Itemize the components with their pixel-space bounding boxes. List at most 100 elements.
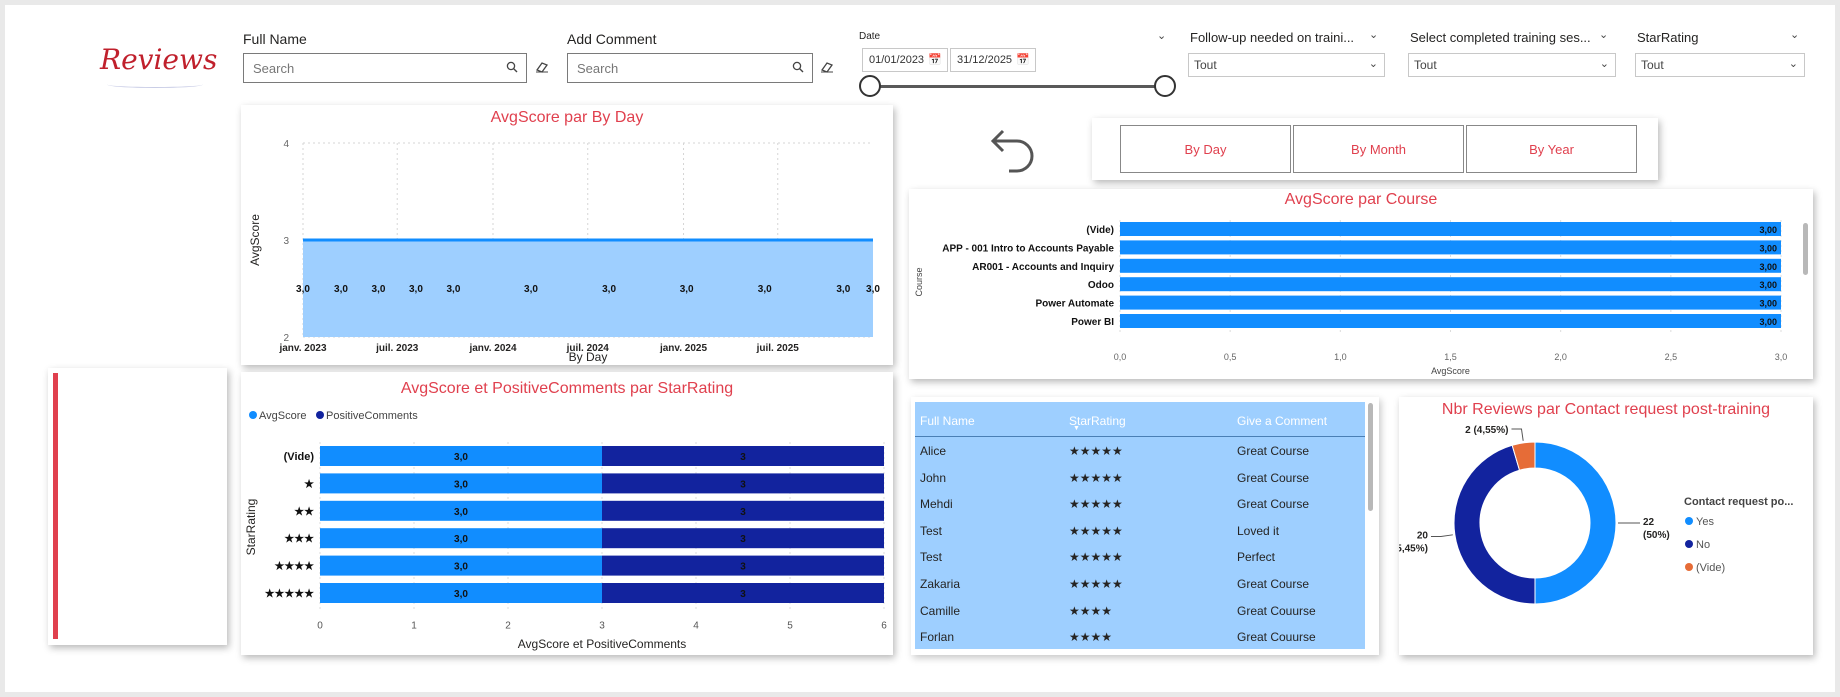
x-tick-label: 3 (599, 620, 605, 631)
by-month-button[interactable]: By Month (1293, 125, 1464, 173)
table-cell: Forlan (920, 630, 955, 645)
completed-session-dropdown[interactable]: Tout ⌄ (1408, 53, 1616, 77)
category-label: APP - 001 Intro to Accounts Payable (942, 243, 1114, 254)
logo-underline (107, 81, 203, 88)
data-label: 3,0 (454, 452, 468, 463)
y-axis-title: AvgScore (248, 214, 262, 266)
x-tick-label: 2,5 (1665, 352, 1678, 362)
data-label: 3,0 (454, 589, 468, 600)
by-day-button[interactable]: By Day (1120, 125, 1291, 173)
slider-handle-end[interactable] (1154, 75, 1176, 97)
avgscore-by-course-visual[interactable]: AvgScore par Course 0,0 0,5 1,0 1,5 2,0 2,5 3,… (909, 189, 1813, 379)
date-start-input[interactable]: 01/01/2023 📅 (862, 48, 948, 72)
legend-label: No (1696, 539, 1710, 551)
add-comment-search-input[interactable]: Search (567, 53, 813, 83)
x-axis-title: AvgScore (1431, 366, 1470, 376)
data-label: 3,00 (1759, 317, 1777, 327)
chevron-down-icon[interactable]: ⌄ (1157, 30, 1167, 42)
bar (1120, 277, 1781, 292)
table-row[interactable]: Test ★★★★★ Perfect (915, 544, 1353, 570)
eraser-icon[interactable] (535, 60, 549, 78)
data-label: 3 (740, 534, 746, 545)
data-label: 3 (740, 479, 746, 490)
table-header-star-rating[interactable]: StarRating (1069, 414, 1126, 428)
contact-request-donut-visual[interactable]: Nbr Reviews par Contact request post-tra… (1387, 397, 1813, 655)
date-range-slider[interactable] (859, 75, 1176, 97)
eraser-icon[interactable] (820, 60, 834, 78)
data-label: 3,0 (454, 562, 468, 573)
table-header-full-name[interactable]: Full Name (920, 414, 975, 428)
x-tick-label: janv. 2023 (278, 343, 327, 354)
data-label: 3,0 (680, 284, 694, 295)
undo-arrow-icon[interactable] (983, 129, 1035, 182)
slider-handle-start[interactable] (859, 75, 881, 97)
category-label: ★★ (294, 506, 314, 518)
legend-title: Contact request po... (1684, 496, 1793, 508)
chevron-down-icon[interactable]: ⌄ (1369, 29, 1379, 41)
area-fill (303, 240, 873, 337)
table-cell: Mehdi (920, 497, 953, 512)
add-comment-search-placeholder: Search (577, 61, 619, 76)
reviews-table-visual[interactable]: Full Name StarRating ▼ Give a Comment Al… (911, 397, 1379, 655)
table-row[interactable]: Test ★★★★★ Loved it (915, 518, 1353, 544)
calendar-icon[interactable]: 📅 (928, 54, 942, 66)
bar-segment (320, 446, 602, 466)
avgscore-by-day-visual[interactable]: AvgScore par By Day 2 3 4 janv. 2023 juil. 2… (241, 105, 893, 365)
y-tick-label: 3 (283, 236, 289, 247)
chevron-down-icon[interactable]: ⌄ (1599, 29, 1609, 41)
data-label: 2 (4,55%) (1465, 425, 1508, 436)
full-name-search-input[interactable]: Search (243, 53, 527, 83)
x-tick-label: 1,5 (1444, 352, 1457, 362)
x-axis-title: By Day (569, 350, 608, 364)
scrollbar[interactable] (1368, 403, 1373, 511)
x-tick-label: janv. 2025 (659, 343, 708, 354)
table-cell: ★★★★★ (1069, 550, 1123, 565)
table-cell: Test (920, 523, 943, 538)
star-rating-dropdown[interactable]: Tout ⌄ (1635, 53, 1805, 77)
avgscore-positive-by-star-visual[interactable]: AvgScore et PositiveComments par StarRat… (241, 372, 893, 655)
y-tick-label: 2 (283, 333, 289, 344)
scrollbar[interactable] (1803, 223, 1808, 275)
chart-title: AvgScore par By Day (490, 109, 644, 126)
x-axis-title: AvgScore et PositiveComments (518, 637, 687, 651)
chart-title: AvgScore et PositiveComments par StarRat… (400, 380, 734, 397)
table-cell: Camille (920, 603, 961, 618)
bar-segment (602, 528, 884, 549)
chart-title: Nbr Reviews par Contact request post-tra… (1441, 401, 1771, 418)
table-row[interactable]: Camille ★★★★ Great Couurse (915, 598, 1353, 624)
table-cell: Test (920, 550, 943, 565)
y-tick-label: 4 (283, 139, 289, 150)
table-cell: Loved it (1237, 523, 1280, 538)
bar-segment (602, 555, 884, 576)
x-tick-label: 0 (317, 620, 323, 631)
table-row[interactable]: Zakaria ★★★★★ Great Course (915, 571, 1353, 597)
area-chart: 2 3 4 janv. 2023 juil. 2023 janv. 2024 juil. 2… (248, 139, 880, 364)
legend-label: Yes (1696, 516, 1714, 528)
data-label: 3,0 (454, 479, 468, 490)
table-row[interactable]: John ★★★★★ Great Course (915, 465, 1353, 491)
donut-slice (1453, 444, 1536, 605)
date-end-input[interactable]: 31/12/2025 📅 (950, 48, 1036, 72)
x-tick-label: janv. 2024 (468, 343, 517, 354)
data-label: 22 (1643, 517, 1655, 528)
star-rating-value: Tout (1641, 58, 1664, 72)
table-row[interactable]: Alice ★★★★★ Great Course (915, 438, 1353, 464)
table-cell: ★★★★★ (1069, 470, 1123, 485)
search-icon[interactable] (506, 61, 518, 76)
by-year-button[interactable]: By Year (1466, 125, 1637, 173)
x-tick-label: 2 (505, 620, 511, 631)
table-header-comment[interactable]: Give a Comment (1237, 414, 1328, 428)
x-tick-label: 1,0 (1334, 352, 1347, 362)
calendar-icon[interactable]: 📅 (1016, 54, 1030, 66)
follow-up-dropdown[interactable]: Tout ⌄ (1188, 53, 1385, 77)
search-icon[interactable] (792, 61, 804, 76)
table-row[interactable]: Forlan ★★★★ Great Couurse (915, 624, 1353, 649)
donut-chart: 22 (50%) 20 (45,45%) 2 (4,55%) Contact reques… (1387, 425, 1793, 605)
table-cell: Great Couurse (1237, 630, 1316, 645)
table-cell: Great Couurse (1237, 603, 1316, 618)
period-toggle-group: By Day By Month By Year (1092, 118, 1658, 180)
chevron-down-icon[interactable]: ⌄ (1790, 29, 1800, 41)
data-label: (50%) (1643, 530, 1670, 541)
data-label: 3 (740, 507, 746, 518)
table-row[interactable]: Mehdi ★★★★★ Great Course (915, 491, 1353, 517)
